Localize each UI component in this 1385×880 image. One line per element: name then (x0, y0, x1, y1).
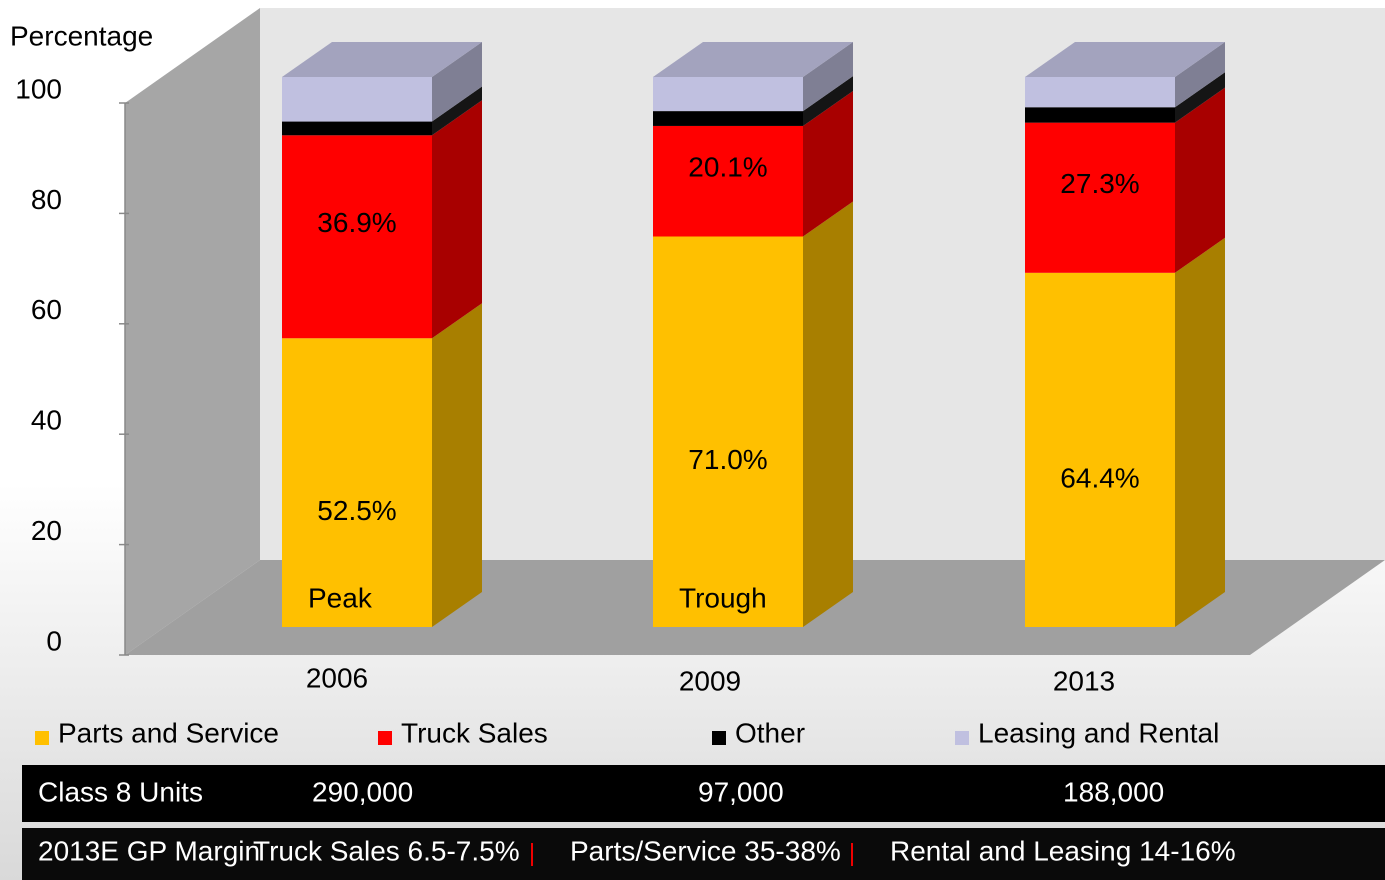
bar-top (282, 42, 482, 77)
bar-segment (653, 236, 803, 627)
bar-side (1175, 42, 1225, 108)
value-label: 27.3% (1060, 168, 1139, 199)
bar-segment (1025, 77, 1175, 108)
annotation: Peak (308, 582, 373, 613)
legend-label: Other (735, 717, 805, 748)
y-tick-label: 60 (31, 294, 62, 325)
y-tick-label: 100 (15, 73, 62, 104)
y-tick-label: 80 (31, 184, 62, 215)
x-tick-label: 2009 (679, 665, 741, 696)
value-label: 64.4% (1060, 462, 1139, 493)
bar-segment (282, 135, 432, 339)
bar-side (803, 201, 853, 627)
y-tick-label: 0 (46, 625, 62, 656)
bar-top (653, 42, 853, 77)
footer-item: Parts/Service 35-38% (570, 835, 841, 866)
units-value: 290,000 (312, 776, 413, 807)
bar-side (803, 76, 853, 126)
footer-item: Truck Sales 6.5-7.5% (253, 835, 520, 866)
legend-label: Parts and Service (58, 717, 279, 748)
bar-segment (1025, 272, 1175, 627)
y-tick-label: 20 (31, 515, 62, 546)
legend-swatch (712, 731, 726, 745)
bar-side (432, 86, 482, 136)
bar-side (432, 42, 482, 122)
footer-label: 2013E GP Margin (38, 835, 260, 866)
annotation: Trough (679, 582, 767, 613)
x-tick-label: 2006 (306, 662, 368, 693)
footer-item: Rental and Leasing 14-16% (890, 835, 1236, 866)
legend-swatch (955, 731, 969, 745)
units-label: Class 8 Units (38, 776, 203, 807)
x-tick-label: 2013 (1053, 665, 1115, 696)
legend-label: Truck Sales (401, 717, 548, 748)
bar-side (803, 42, 853, 112)
legend-swatch (378, 731, 392, 745)
bar-top (1025, 42, 1225, 77)
bar-segment (653, 125, 803, 237)
bar-segment (653, 111, 803, 126)
side-wall (125, 8, 260, 655)
bar-side (803, 90, 853, 237)
y-axis-label: Percentage (10, 20, 153, 51)
units-value: 97,000 (698, 776, 784, 807)
y-tick-label: 40 (31, 405, 62, 436)
bar-segment (1025, 107, 1175, 123)
bar-segment (653, 77, 803, 112)
bar-side (1175, 237, 1225, 628)
legend-swatch (35, 731, 49, 745)
bar-side (432, 303, 482, 627)
value-label: 52.5% (317, 495, 396, 526)
bar-side (1175, 87, 1225, 273)
units-band (22, 765, 1385, 822)
bar-segment (282, 77, 432, 122)
units-value: 188,000 (1063, 776, 1164, 807)
bar-side (432, 100, 482, 339)
value-label: 20.1% (688, 152, 767, 183)
bar-segment (1025, 122, 1175, 273)
footer-band (22, 828, 1385, 880)
bar-segment (282, 338, 432, 627)
bar-side (1175, 72, 1225, 123)
value-label: 36.9% (317, 207, 396, 238)
value-label: 71.0% (688, 444, 767, 475)
legend-label: Leasing and Rental (978, 717, 1219, 748)
bar-segment (282, 121, 432, 136)
